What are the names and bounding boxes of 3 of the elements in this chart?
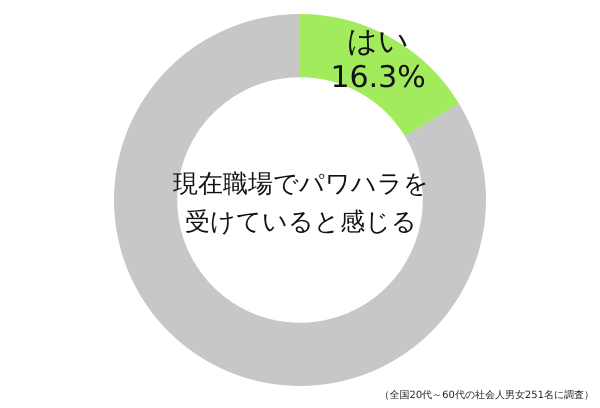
text: 現在職場でパワハラを受けていると感じる <box>172 168 430 238</box>
data-label: 16.3% <box>330 60 426 95</box>
text: （全国20代～60代の社会人男女251名に調査） <box>379 388 594 402</box>
